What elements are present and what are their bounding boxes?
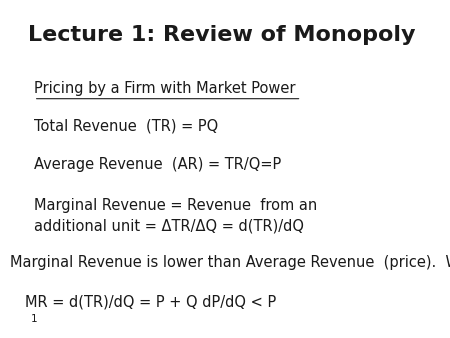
Text: Total Revenue  (TR) = PQ: Total Revenue (TR) = PQ: [34, 118, 218, 133]
Text: Pricing by a Firm with Market Power: Pricing by a Firm with Market Power: [34, 81, 295, 96]
Text: Marginal Revenue is lower than Average Revenue  (price).  Why?: Marginal Revenue is lower than Average R…: [10, 255, 450, 270]
Text: Average Revenue  (AR) = TR/Q=P: Average Revenue (AR) = TR/Q=P: [34, 157, 281, 172]
Text: 1: 1: [31, 314, 37, 324]
Text: Marginal Revenue = Revenue  from an
additional unit = ΔTR/ΔQ = d(TR)/dQ: Marginal Revenue = Revenue from an addit…: [34, 198, 317, 234]
Text: Lecture 1: Review of Monopoly: Lecture 1: Review of Monopoly: [28, 25, 415, 45]
Text: MR = d(TR)/dQ = P + Q dP/dQ < P: MR = d(TR)/dQ = P + Q dP/dQ < P: [25, 294, 276, 309]
